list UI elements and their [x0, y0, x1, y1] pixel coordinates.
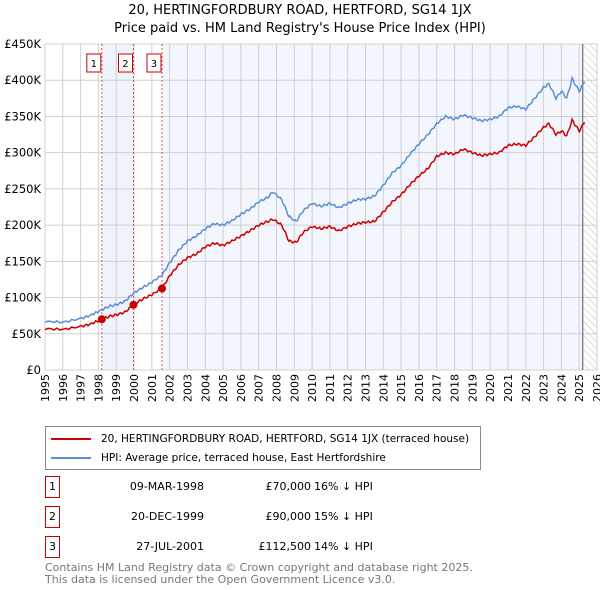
footer-licence: This data is licensed under the Open Gov… — [45, 573, 396, 586]
transaction-price: £70,000 — [265, 480, 312, 493]
x-tick-label: 2018 — [449, 374, 462, 402]
footer: Contains HM Land Registry data © Crown c… — [45, 562, 473, 586]
y-tick-label: £200K — [4, 218, 41, 232]
y-tick-label: £100K — [4, 291, 41, 305]
x-tick-label: 2015 — [395, 374, 408, 402]
transaction-date: 09-MAR-1998 — [129, 480, 204, 493]
transaction-row: 1 09-MAR-1998 £70,000 16% ↓ HPI — [45, 476, 445, 498]
transaction-marker: 2 — [45, 506, 60, 528]
sale-label-box — [86, 53, 102, 73]
transaction-hpi-diff: 15% ↓ HPI — [314, 510, 373, 523]
transaction-date: 27-JUL-2001 — [136, 540, 204, 553]
transaction-hpi-diff: 14% ↓ HPI — [314, 540, 373, 553]
transaction-price: £112,500 — [258, 540, 312, 553]
x-tick-label: 2004 — [199, 374, 212, 402]
y-tick-label: £300K — [4, 146, 41, 160]
x-tick-label: 2023 — [538, 374, 551, 402]
x-tick-label: 1997 — [75, 374, 88, 402]
x-tick-label: 2016 — [413, 374, 426, 402]
x-tick-label: 2024 — [555, 374, 568, 402]
x-tick-label: 2012 — [342, 374, 355, 402]
forecast-hatch — [582, 44, 597, 370]
series-line — [44, 75, 586, 324]
sale-label: 1 — [91, 59, 97, 70]
x-tick-label: 2000 — [128, 374, 141, 402]
x-tick-label: 2022 — [520, 374, 533, 402]
x-tick-label: 1996 — [57, 374, 70, 402]
transaction-row: 2 20-DEC-1999 £90,000 15% ↓ HPI — [45, 506, 445, 528]
x-tick-label: 2008 — [270, 374, 283, 402]
x-tick-label: 2005 — [217, 374, 230, 402]
x-tick-label: 2025 — [573, 374, 586, 402]
sale-band — [101, 44, 134, 370]
y-tick-label: £50K — [12, 327, 42, 341]
y-tick-label: £450K — [4, 37, 41, 51]
sale-point — [157, 284, 166, 293]
sale-point — [129, 300, 138, 309]
x-tick-label: 2002 — [164, 374, 177, 402]
x-tick-label: 2006 — [235, 374, 248, 402]
legend-label-hpi: HPI: Average price, terraced house, East… — [101, 452, 386, 464]
x-tick-label: 1995 — [39, 374, 52, 402]
sale-label: 3 — [151, 59, 157, 70]
x-tick-label: 2003 — [181, 374, 194, 402]
y-tick-label: £400K — [4, 73, 41, 87]
transaction-hpi-diff: 16% ↓ HPI — [314, 480, 373, 493]
x-tick-label: 2009 — [288, 374, 301, 402]
legend-swatch-red — [51, 438, 91, 440]
x-tick-label: 2019 — [466, 374, 479, 402]
x-tick-label: 1998 — [92, 374, 105, 402]
sale-label-box — [146, 53, 162, 73]
legend-label-property: 20, HERTINGFORDBURY ROAD, HERTFORD, SG14… — [101, 433, 470, 445]
x-tick-label: 2011 — [324, 374, 337, 402]
footer-copyright: Contains HM Land Registry data © Crown c… — [45, 561, 473, 574]
x-tick-label: 2010 — [306, 374, 319, 402]
x-tick-label: 2020 — [484, 374, 497, 402]
chart-title: 20, HERTINGFORDBURY ROAD, HERTFORD, SG14… — [128, 3, 472, 18]
legend-swatch-blue — [51, 457, 91, 459]
x-tick-label: 2013 — [360, 374, 373, 402]
y-tick-label: £350K — [4, 109, 41, 123]
x-tick-label: 1999 — [110, 374, 123, 402]
x-tick-label: 2001 — [146, 374, 159, 402]
x-tick-label: 2026 — [591, 374, 600, 402]
transaction-date: 20-DEC-1999 — [130, 510, 204, 523]
sale-point — [97, 315, 106, 324]
price-chart: 1995 1996 1997 1998 1999 2000 2001 2002 2003 2004… — [4, 37, 600, 402]
x-tick-label: 2017 — [431, 374, 444, 402]
x-tick-label: 2014 — [377, 374, 390, 402]
chart-subtitle: Price paid vs. HM Land Registry's House … — [114, 21, 486, 36]
series-line — [44, 116, 586, 331]
x-tick-label: 2007 — [253, 374, 266, 402]
transaction-marker: 1 — [45, 476, 60, 498]
sale-band — [161, 44, 583, 370]
sale-label-box — [117, 53, 133, 73]
x-tick-label: 2021 — [502, 374, 515, 402]
y-tick-label: £150K — [4, 254, 41, 268]
y-tick-label: £0 — [26, 363, 41, 377]
y-tick-label: £250K — [4, 182, 41, 196]
sale-label: 2 — [122, 59, 128, 70]
legend: 20, HERTINGFORDBURY ROAD, HERTFORD, SG14… — [45, 426, 481, 470]
transaction-row: 3 27-JUL-2001 £112,500 14% ↓ HPI — [45, 536, 445, 558]
transaction-price: £90,000 — [265, 510, 312, 523]
transaction-marker: 3 — [45, 536, 60, 558]
